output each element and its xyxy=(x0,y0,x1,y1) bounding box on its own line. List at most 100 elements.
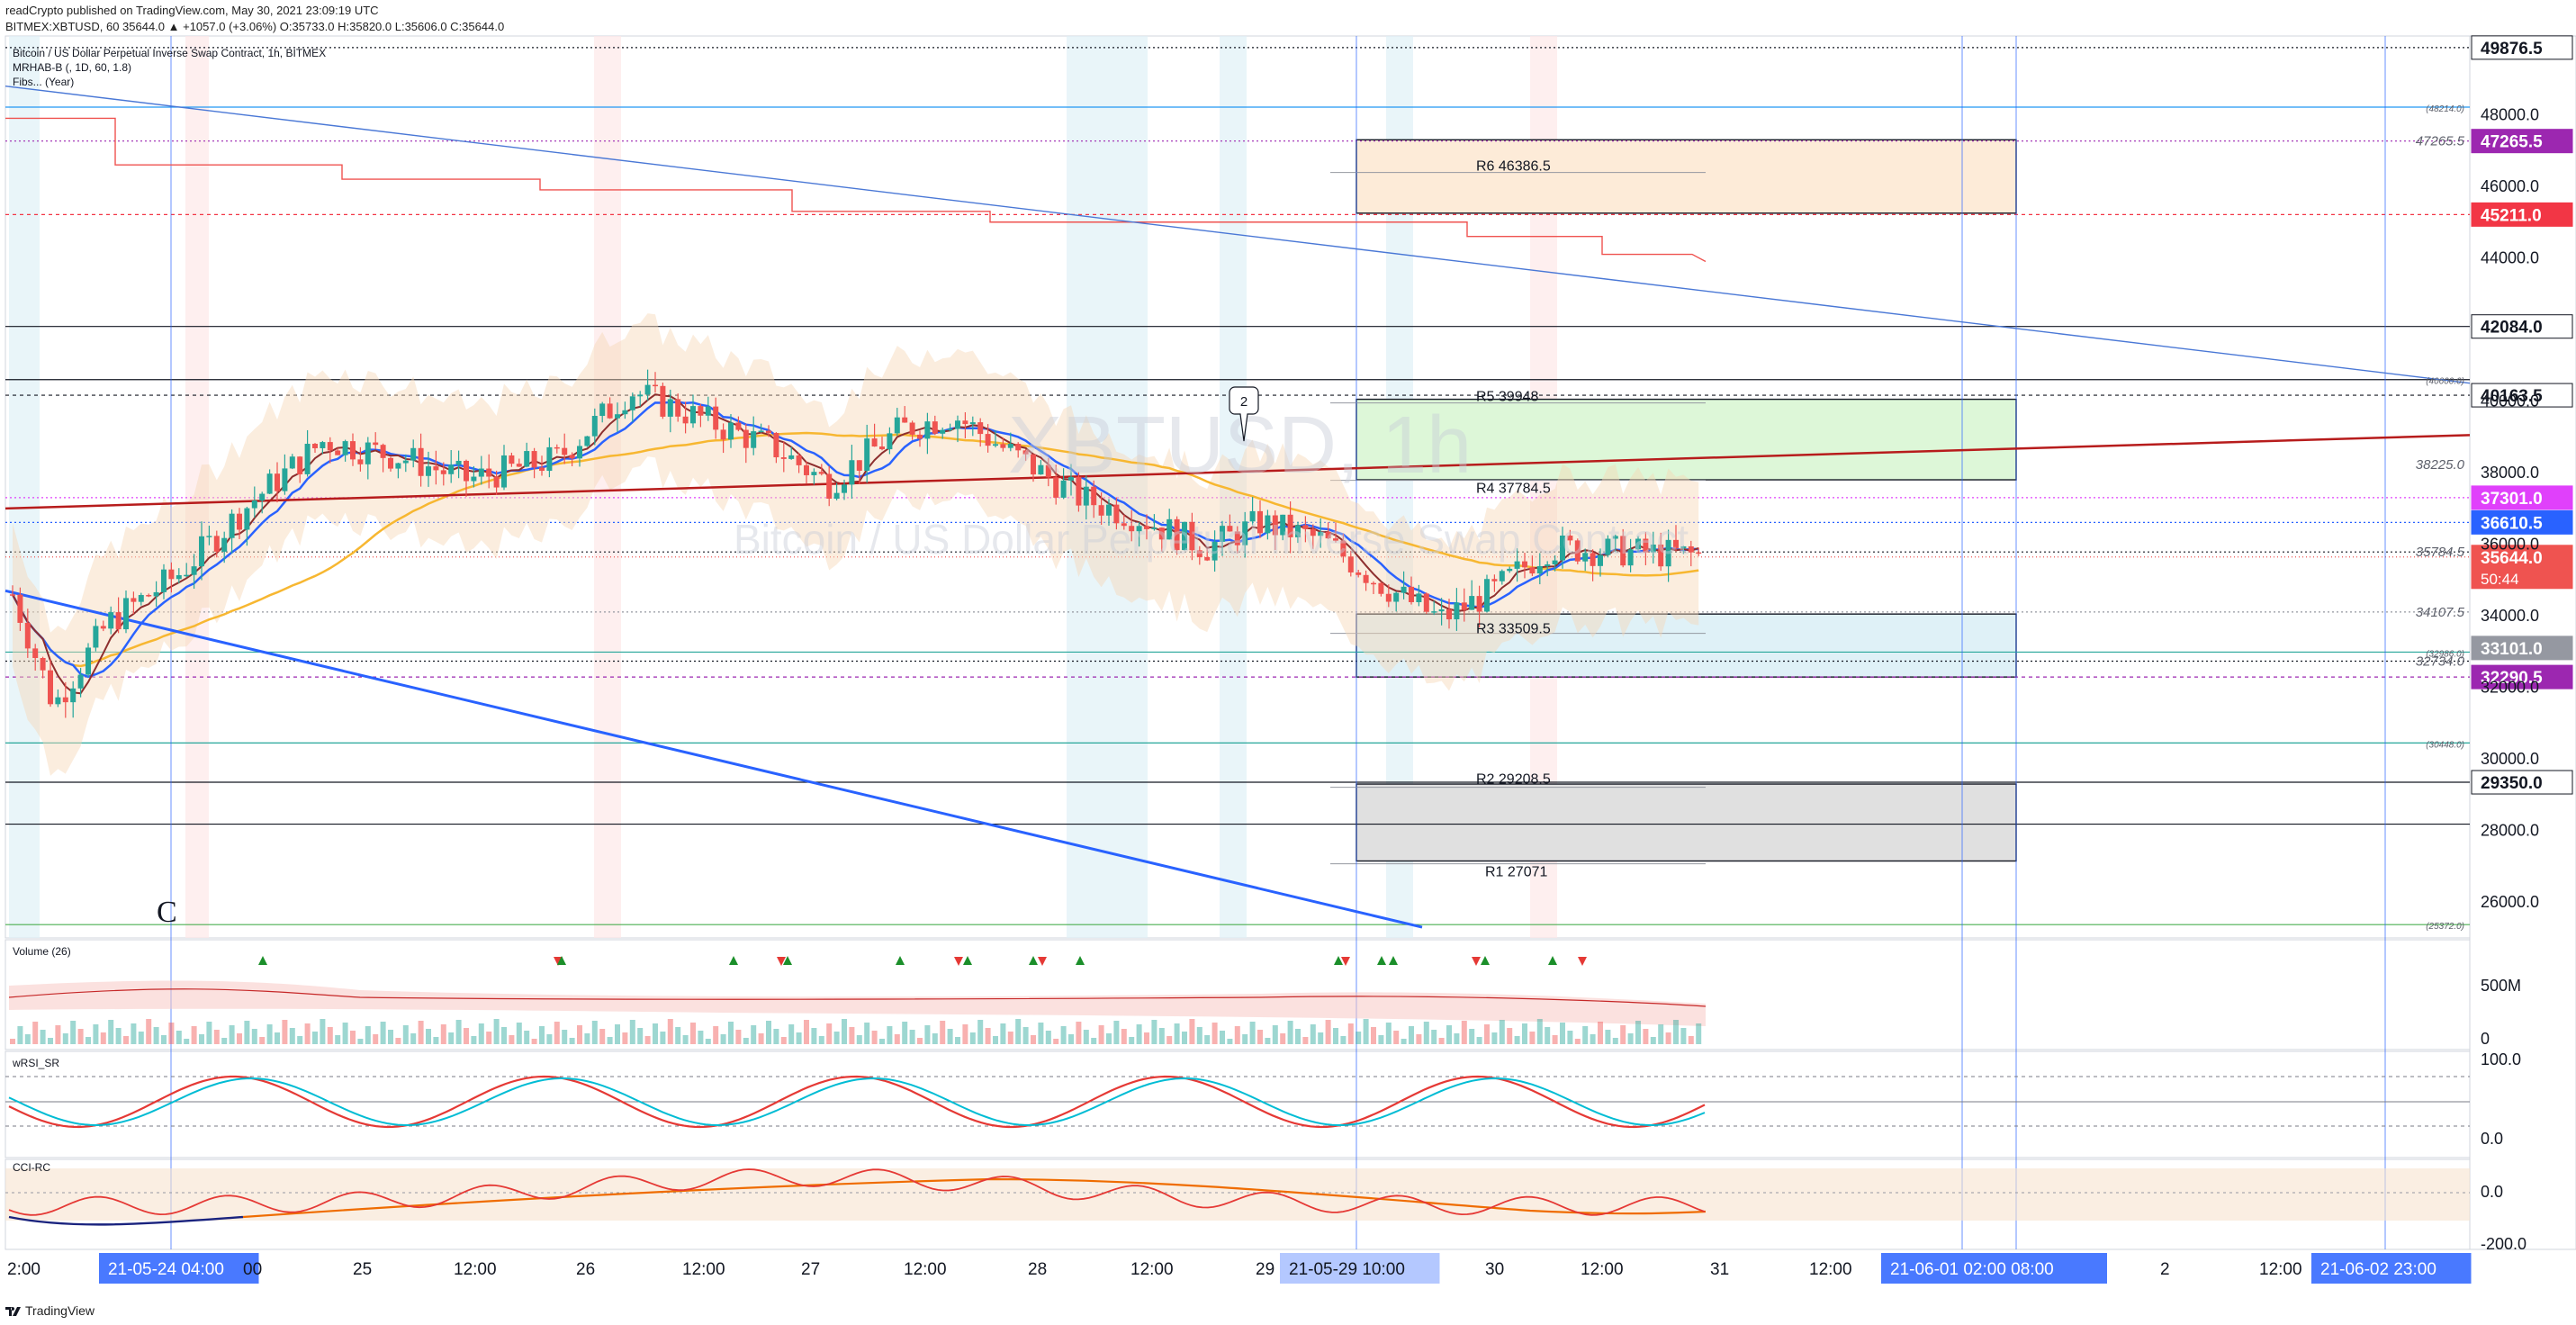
volume-bar xyxy=(1658,1024,1664,1044)
candle-body xyxy=(312,444,318,448)
session-band xyxy=(185,36,209,938)
volume-bar xyxy=(1015,1019,1022,1044)
volume-bar xyxy=(1529,1032,1536,1044)
level-label: (48214.0) xyxy=(2426,104,2464,114)
volume-bar xyxy=(1536,1019,1543,1044)
volume-bar xyxy=(1431,1030,1437,1044)
volume-bar xyxy=(123,1036,129,1044)
candle-body xyxy=(554,446,560,449)
volume-bar xyxy=(675,1027,681,1044)
candle-body xyxy=(1060,480,1067,498)
volume-bar xyxy=(653,1023,658,1044)
volume-bar xyxy=(1590,1034,1596,1044)
candle-body xyxy=(1476,596,1482,612)
volume-bar xyxy=(682,1035,689,1044)
volume-bar xyxy=(1242,1034,1248,1044)
time-label: 2:00 xyxy=(7,1260,41,1279)
volume-bar xyxy=(1635,1021,1641,1044)
chart-canvas[interactable]: XBTUSD, 1h Bitcoin / US Dollar Perpetual… xyxy=(0,0,2576,1296)
time-label: 2 xyxy=(2160,1260,2170,1279)
volume-bar xyxy=(1000,1023,1006,1044)
volume-bar xyxy=(758,1033,764,1044)
time-label: 00 xyxy=(243,1260,262,1279)
volume-bar xyxy=(637,1028,644,1044)
candle-body xyxy=(373,442,379,446)
volume-bar xyxy=(751,1025,757,1044)
price-tag-label: 40163.5 xyxy=(2481,387,2543,406)
volume-bar xyxy=(818,1036,824,1044)
volume-up-arrow xyxy=(1029,956,1038,965)
candle-body xyxy=(1196,550,1202,557)
volume-bar xyxy=(1696,1023,1702,1044)
candle-body xyxy=(1083,486,1089,506)
volume-bar xyxy=(448,1032,455,1044)
volume-bar xyxy=(1409,1026,1414,1044)
volume-bar xyxy=(1552,1035,1558,1044)
candle-body xyxy=(1249,510,1256,522)
volume-bar xyxy=(1416,1034,1422,1044)
candle-body xyxy=(1076,476,1082,506)
candle-body xyxy=(1318,531,1324,536)
volume-bar xyxy=(713,1026,719,1044)
candle-body xyxy=(879,446,885,450)
volume-up-arrow xyxy=(258,956,267,965)
candle-body xyxy=(735,422,742,430)
candle-body xyxy=(1416,593,1422,602)
volume-bar xyxy=(335,1035,341,1044)
time-label: 30 xyxy=(1485,1260,1504,1279)
candle-body xyxy=(804,464,809,475)
candle-body xyxy=(184,574,190,577)
candle-body xyxy=(213,536,220,552)
volume-bar xyxy=(327,1027,333,1044)
volume-bar xyxy=(569,1038,575,1044)
volume-bar xyxy=(501,1027,507,1044)
candle-body xyxy=(1129,526,1135,532)
candle-body xyxy=(176,575,182,580)
tradingview-icon xyxy=(5,1307,21,1316)
candle-body xyxy=(932,421,938,434)
session-bands xyxy=(9,36,1557,938)
candle-body xyxy=(191,566,197,575)
pivot-labels: R6 46386.5 R5 39948 R4 37784.5 R3 33509.5 R2… xyxy=(1476,159,1551,880)
volume-bar xyxy=(622,1032,628,1044)
volume-bar xyxy=(1158,1028,1165,1044)
candle-body xyxy=(153,591,159,597)
volume-bar xyxy=(229,1025,235,1044)
candle-body xyxy=(1680,545,1687,549)
candle-body xyxy=(410,447,417,461)
level-labels: (48214.0) 47265.5 (40600.0) 38225.0 35784.5 3… xyxy=(2416,104,2465,932)
rsi-pane[interactable] xyxy=(5,1050,2471,1158)
tradingview-logo[interactable]: TradingView xyxy=(5,1303,95,1318)
session-band xyxy=(594,36,621,938)
volume-bar xyxy=(1650,1037,1656,1044)
volume-bar xyxy=(213,1030,220,1044)
price-tag-label: 37301.0 xyxy=(2481,490,2543,509)
volume-up-arrow xyxy=(1076,956,1085,965)
pane-axis-label: 100.0 xyxy=(2481,1050,2521,1068)
horizontal-levels xyxy=(5,47,2470,925)
candle-body xyxy=(448,464,455,474)
candle-body xyxy=(1280,514,1286,536)
candle-body xyxy=(1627,549,1634,566)
time-highlight xyxy=(1280,1253,1440,1284)
volume-bar xyxy=(108,1020,114,1044)
candle-body xyxy=(251,500,257,509)
annotation-bubble[interactable]: 2 xyxy=(1229,386,1259,442)
volume-bar xyxy=(720,1034,726,1044)
pane-axis-label: 0.0 xyxy=(2481,1183,2503,1201)
candle-body xyxy=(1378,582,1384,594)
volume-bar xyxy=(1680,1028,1687,1044)
candle-body xyxy=(660,385,666,417)
volume-bar xyxy=(940,1021,946,1044)
volume-bar xyxy=(705,1039,711,1044)
candle-body xyxy=(1484,579,1490,612)
volume-bar xyxy=(667,1019,673,1044)
volume-bar xyxy=(1189,1019,1195,1044)
level-label: 47265.5 xyxy=(2416,134,2465,149)
volume-bar xyxy=(1318,1032,1324,1044)
volume-bar xyxy=(275,1032,280,1044)
volume-bar xyxy=(842,1019,847,1044)
cci-pane-label: CCI-RC xyxy=(13,1161,50,1174)
candle-body xyxy=(1658,544,1664,567)
volume-bar xyxy=(1612,1038,1618,1044)
